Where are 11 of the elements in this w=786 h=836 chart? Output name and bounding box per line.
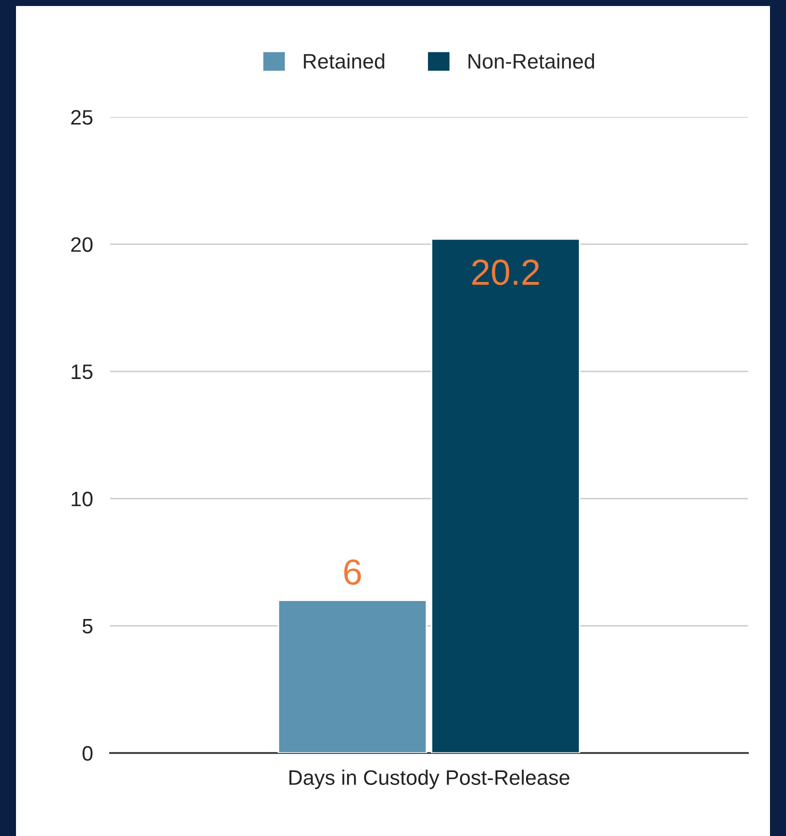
y-tick-label: 0 bbox=[82, 746, 93, 761]
data-label: 6 bbox=[344, 559, 361, 585]
y-tick-label: 20 bbox=[71, 237, 93, 252]
y-tick-label: 5 bbox=[82, 619, 92, 634]
y-tick-label: 15 bbox=[72, 364, 92, 380]
legend-label: Retained bbox=[304, 53, 384, 69]
y-tick-label: 10 bbox=[72, 492, 93, 506]
data-label: 20.2 bbox=[472, 260, 539, 286]
legend-label: Non-Retained bbox=[468, 53, 594, 69]
x-tick-label: Days in Custody Post-Release bbox=[289, 770, 570, 790]
y-tick-label: 25 bbox=[71, 110, 92, 125]
